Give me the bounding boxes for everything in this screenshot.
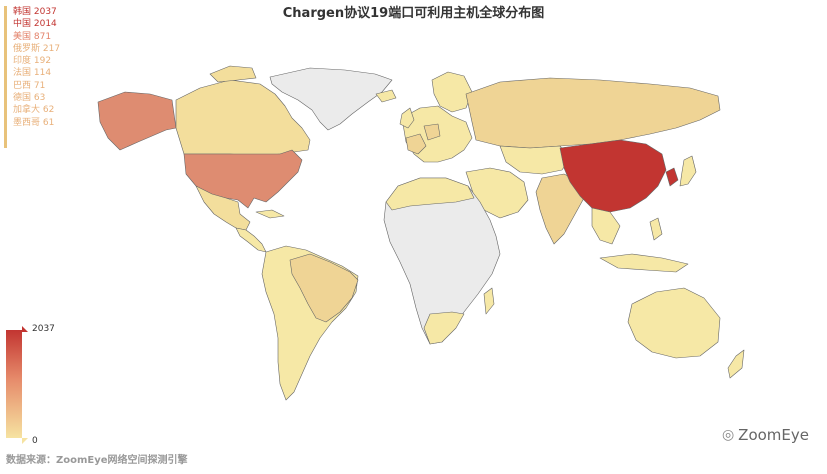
legend: 韩国 2037 中国 2014 美国 871 俄罗斯 217 印度 192 法国… (4, 6, 87, 148)
southeast-asia (591, 207, 621, 245)
philippines (649, 217, 663, 241)
canada-islands (209, 65, 257, 83)
australia (627, 287, 721, 359)
scandinavia (431, 71, 473, 113)
south-africa (423, 311, 465, 345)
north-africa (385, 177, 475, 211)
legend-item-brazil[interactable]: 巴西 71 (13, 80, 46, 91)
japan (679, 155, 697, 187)
iceland (375, 89, 397, 103)
visual-map-scale[interactable]: 2037 0 (6, 324, 55, 448)
legend-item-mexico[interactable]: 墨西哥 61 (13, 117, 55, 128)
alaska (97, 91, 177, 151)
cuba (255, 209, 285, 219)
brazil (289, 253, 359, 323)
visual-map-min-label: 0 (32, 436, 38, 446)
visual-map-max-handle[interactable] (22, 326, 28, 332)
greenland (269, 67, 393, 131)
france (405, 133, 427, 155)
visual-map-gradient (6, 330, 22, 438)
data-source-note: 数据来源：ZoomEye网络空间探测引擎 (6, 455, 188, 466)
germany (423, 123, 441, 141)
legend-item-south-korea[interactable]: 韩国 2037 (13, 7, 57, 17)
korea (665, 167, 679, 187)
legend-item-russia[interactable]: 俄罗斯 217 (13, 43, 61, 54)
mexico (195, 185, 251, 231)
madagascar (483, 287, 495, 315)
wechat-icon: ◎ (721, 427, 735, 443)
zoomeye-watermark: ◎ ZoomEye (722, 426, 809, 444)
central-america (235, 227, 267, 253)
map-title: Chargen协议19端口可利用主机全球分布图 (282, 6, 545, 21)
legend-item-usa[interactable]: 美国 871 (13, 31, 52, 42)
watermark-text: ZoomEye (738, 426, 809, 444)
legend-item-china[interactable]: 中国 2014 (13, 19, 57, 30)
visual-map-min-handle[interactable] (22, 438, 28, 444)
legend-item-india[interactable]: 印度 192 (13, 56, 52, 67)
usa (183, 149, 303, 209)
legend-item-germany[interactable]: 德国 63 (13, 93, 46, 104)
indonesia (599, 253, 689, 273)
world-map (80, 22, 780, 417)
new-zealand (727, 349, 745, 379)
legend-item-canada[interactable]: 加拿大 62 (13, 105, 55, 116)
central-asia (499, 145, 571, 175)
russia (465, 77, 721, 149)
visual-map-max-label: 2037 (32, 324, 55, 334)
china (559, 139, 667, 213)
uk (399, 107, 415, 129)
legend-item-france[interactable]: 法国 114 (13, 68, 52, 79)
